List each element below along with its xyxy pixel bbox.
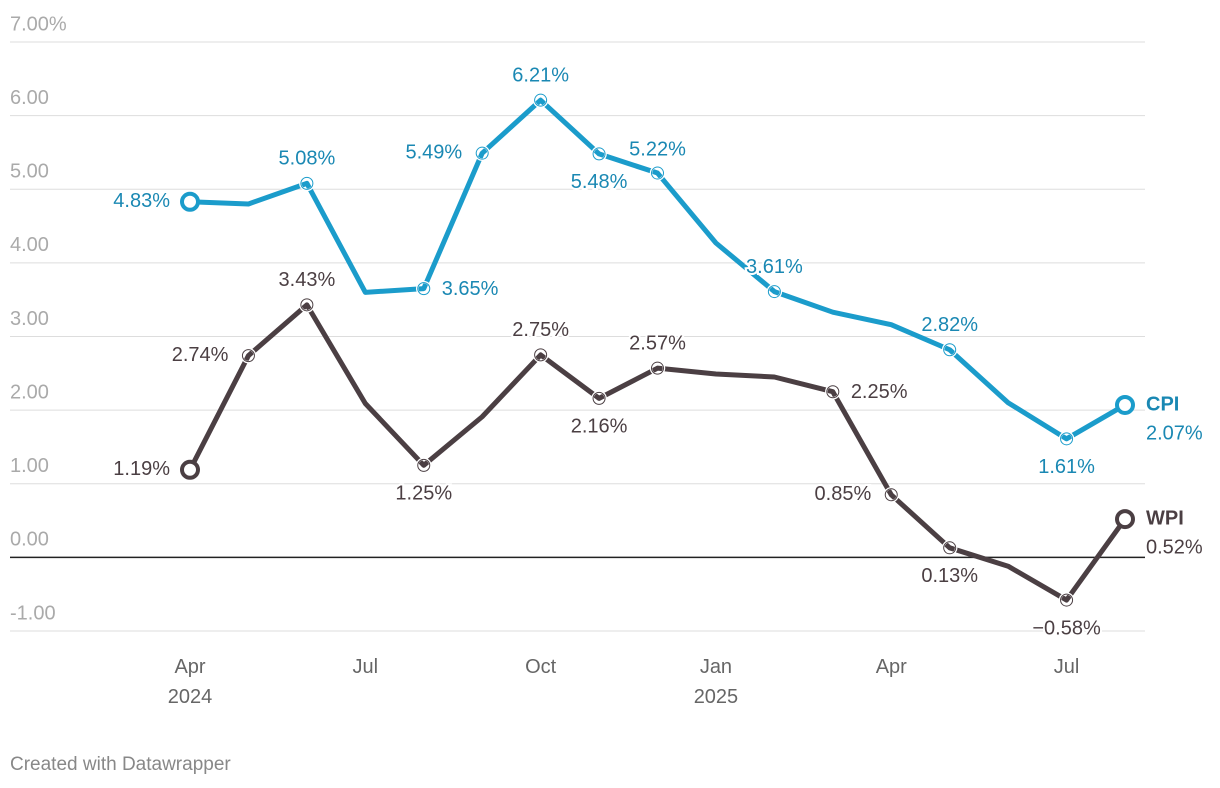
point-marker [826, 385, 840, 399]
point-marker [417, 458, 431, 472]
point-marker [417, 282, 431, 296]
legend-label: WPI [1146, 507, 1184, 529]
value-label: 5.22% [629, 138, 686, 160]
value-label: 2.07% [1146, 422, 1203, 444]
y-tick-label: 5.00 [10, 161, 49, 183]
point-marker [534, 93, 548, 107]
value-label: 5.08% [279, 148, 336, 170]
y-tick-label: 4.00 [10, 234, 49, 256]
y-tick-label: 1.00 [10, 455, 49, 477]
point-marker [592, 391, 606, 405]
value-label: 2.57% [629, 332, 686, 354]
point-marker [884, 488, 898, 502]
value-label: 0.13% [921, 565, 978, 587]
point-marker [180, 459, 200, 480]
value-label: 2.25% [851, 381, 908, 403]
point-marker [475, 146, 489, 160]
value-label: 4.83% [113, 190, 170, 212]
point-marker [300, 298, 314, 312]
series-line [189, 97, 1127, 442]
value-label: 0.85% [815, 483, 872, 505]
value-label: −0.58% [1032, 617, 1101, 639]
point-marker [651, 361, 664, 375]
y-tick-label: 6.00 [10, 87, 49, 109]
x-tick-label: Apr [876, 656, 907, 678]
value-label: 1.19% [113, 458, 170, 480]
point-marker [300, 176, 314, 190]
x-tick-label: Jul [353, 656, 379, 678]
value-label: 0.52% [1146, 536, 1203, 558]
x-tick-label: Apr 2024 [168, 656, 213, 708]
legend-label: CPI [1146, 393, 1179, 415]
footer: Created with Datawrapper [10, 754, 231, 775]
x-tick-label: Jan 2025 [694, 656, 739, 708]
y-tick-label: 2.00 [10, 381, 49, 403]
y-tick-label: 0.00 [10, 529, 49, 551]
point-marker [241, 349, 255, 363]
x-tick-label: Jul [1054, 656, 1080, 678]
value-label: 3.61% [746, 256, 803, 278]
point-marker [767, 285, 781, 299]
point-marker [943, 541, 957, 555]
x-tick-label: Oct [525, 656, 557, 678]
value-label: 3.43% [279, 269, 336, 291]
value-label: 2.82% [921, 314, 978, 336]
value-label: 5.49% [405, 141, 462, 163]
value-label: 1.61% [1038, 456, 1095, 478]
point-marker [1060, 593, 1074, 607]
point-marker [1115, 509, 1135, 530]
value-label: 5.48% [571, 171, 628, 193]
point-marker [943, 343, 957, 357]
point-marker [1115, 394, 1135, 415]
value-label: 6.21% [512, 64, 569, 86]
y-tick-label: 3.00 [10, 308, 49, 330]
point-marker [180, 191, 200, 212]
point-marker [534, 348, 548, 362]
value-label: 3.65% [442, 278, 499, 300]
y-tick-label: -1.00 [10, 602, 56, 624]
point-marker [592, 147, 606, 161]
point-marker [651, 166, 664, 180]
value-label: 2.16% [571, 416, 628, 438]
point-marker [1060, 432, 1074, 446]
value-label: 2.74% [172, 344, 229, 366]
value-label: 1.25% [395, 483, 452, 505]
series-line [187, 302, 1128, 603]
y-tick-label: 7.00% [10, 13, 67, 35]
value-label: 2.75% [512, 319, 569, 341]
